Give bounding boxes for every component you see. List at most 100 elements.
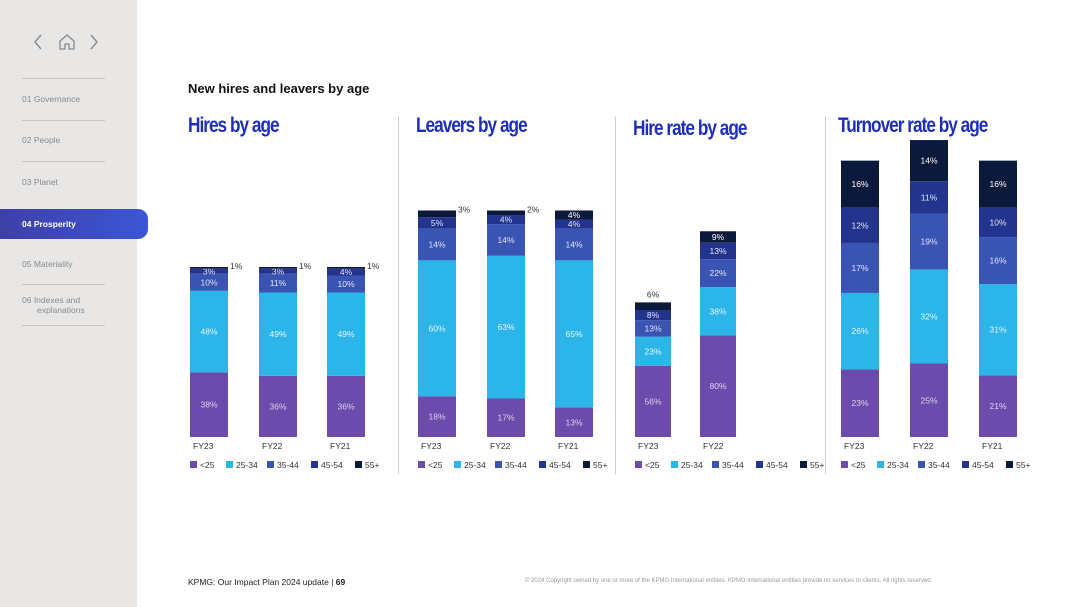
legend-label: 55+	[365, 460, 379, 470]
data-label: 19%	[920, 236, 937, 246]
data-label: 10%	[337, 279, 354, 289]
data-label: 48%	[200, 327, 217, 337]
footer-copyright: © 2024 Copyright owned by one or more of…	[525, 578, 933, 584]
bar-segment	[700, 259, 736, 288]
legend-swatch	[190, 461, 197, 468]
nav-icons	[30, 32, 110, 54]
data-label: 23%	[851, 398, 868, 408]
legend-label: 35-44	[928, 460, 950, 470]
legend-swatch	[841, 461, 848, 468]
data-label: 11%	[270, 278, 287, 288]
sidebar-item-materiality[interactable]: 05 Materiality	[22, 259, 73, 269]
data-label: 25%	[920, 395, 937, 405]
category-label: FY23	[421, 441, 442, 451]
legend-label: 45-54	[972, 460, 994, 470]
nav-divider	[22, 161, 105, 162]
data-label: 38%	[709, 306, 726, 316]
bar-segment	[190, 273, 228, 291]
legend-label: 25-34	[887, 460, 909, 470]
legend-label: 25-34	[236, 460, 258, 470]
bar-segment	[327, 275, 365, 293]
legend-swatch	[877, 461, 884, 468]
bar-segment	[910, 213, 948, 270]
bar-segment	[259, 375, 297, 437]
legend-label: 25-34	[464, 460, 486, 470]
nav-divider	[22, 284, 105, 285]
sidebar-item-planet[interactable]: 03 Planet	[22, 177, 58, 187]
bar-segment	[910, 269, 948, 364]
legend-swatch	[495, 461, 502, 468]
data-label: 13%	[709, 246, 726, 256]
bar-segment	[190, 290, 228, 373]
bar-segment	[418, 260, 456, 397]
category-label: FY21	[330, 441, 351, 451]
data-label: 1%	[367, 261, 380, 271]
bar-segment	[555, 260, 593, 408]
legend-label: 45-54	[321, 460, 343, 470]
bar-segment	[487, 224, 525, 256]
home-icon[interactable]	[58, 32, 76, 52]
chart-divider	[398, 116, 399, 474]
legend-swatch	[583, 461, 590, 468]
footer-title: KPMG: Our Impact Plan 2024 update | 69	[188, 577, 345, 587]
chart-title-leavers: Leavers by age	[416, 114, 528, 137]
bar-segment	[979, 207, 1017, 238]
bar-segment	[190, 268, 228, 274]
bar-segment	[635, 336, 671, 366]
bar-segment	[487, 210, 525, 216]
legend-swatch	[712, 461, 719, 468]
data-label: 16%	[989, 256, 1006, 266]
sidebar-item-indexes-label2: explanations	[37, 305, 85, 315]
bar-segment	[418, 396, 456, 437]
footer-doc-title: KPMG: Our Impact Plan 2024 update	[188, 577, 329, 587]
legend-swatch	[756, 461, 763, 468]
legend-label: <25	[428, 460, 443, 470]
chevron-left-icon[interactable]	[32, 32, 44, 52]
sidebar-item-indexes[interactable]: 06 Indexes and explanations	[22, 295, 122, 315]
bar-segment	[555, 219, 593, 229]
data-label: 2%	[527, 205, 540, 215]
bar-segment	[979, 237, 1017, 285]
bar-segment	[418, 228, 456, 261]
chart-title-hire-rate: Hire rate by age	[633, 117, 747, 140]
bar-segment	[418, 210, 456, 218]
chevron-right-icon[interactable]	[88, 32, 100, 52]
data-label: 31%	[989, 325, 1006, 335]
data-label: 3%	[272, 266, 285, 276]
legend-label: <25	[851, 460, 866, 470]
legend-swatch	[454, 461, 461, 468]
sidebar-item-prosperity[interactable]: 04 Prosperity	[0, 209, 148, 239]
legend-label: 25-34	[681, 460, 703, 470]
bar-segment	[841, 207, 879, 243]
legend-label: 55+	[593, 460, 607, 470]
bar-segment	[635, 320, 671, 337]
legend-swatch	[418, 461, 425, 468]
bar-segment	[841, 160, 879, 208]
nav-divider	[22, 78, 105, 79]
category-label: FY21	[558, 441, 579, 451]
legend-swatch	[635, 461, 642, 468]
nav-divider	[22, 325, 105, 326]
sidebar-item-governance[interactable]: 01 Governance	[22, 94, 81, 104]
data-label: 8%	[647, 310, 660, 320]
category-label: FY21	[982, 441, 1003, 451]
data-label: 49%	[337, 329, 354, 339]
data-label: 3%	[203, 266, 216, 276]
data-label: 9%	[712, 232, 725, 242]
sidebar-item-people[interactable]: 02 People	[22, 135, 61, 145]
legend-label: 55+	[1016, 460, 1030, 470]
bar-segment	[700, 335, 736, 437]
chart-title-turnover: Turnover rate by age	[838, 114, 988, 137]
bar-segment	[327, 375, 365, 437]
page-title: New hires and leavers by age	[188, 81, 370, 96]
bar-segment	[555, 407, 593, 437]
data-label: 3%	[458, 205, 471, 215]
data-label: 6%	[647, 289, 660, 299]
legend-label: 45-54	[766, 460, 788, 470]
legend-swatch	[800, 461, 807, 468]
bar-segment	[418, 217, 456, 229]
bar-segment	[555, 228, 593, 261]
bar-segment	[555, 210, 593, 220]
bar-segment	[700, 231, 736, 243]
data-label: 16%	[851, 179, 868, 189]
